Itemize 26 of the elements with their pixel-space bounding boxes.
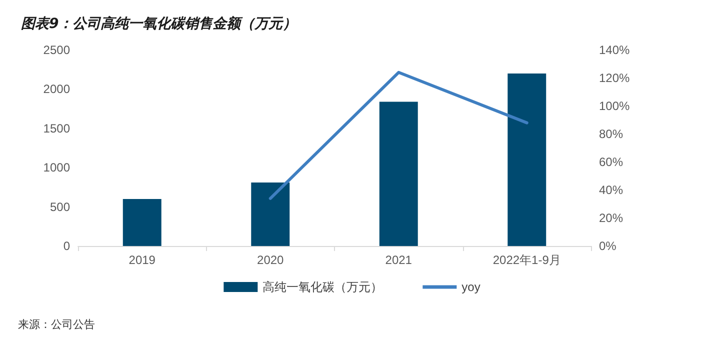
legend-label: 高纯一氧化碳（万元）	[262, 280, 383, 294]
x-tick-label: 2021	[385, 253, 412, 267]
legend-label: yoy	[462, 280, 480, 294]
y-tick-label: 1500	[43, 121, 70, 136]
y2-tick-label: 100%	[599, 99, 630, 113]
bar	[122, 198, 162, 246]
bar	[379, 102, 418, 246]
y2-tick-label: 20%	[599, 211, 624, 225]
y2-tick-label: 40%	[599, 183, 624, 197]
source-note: 来源：公司公告	[18, 318, 95, 331]
x-tick-label: 2022年1-9月	[492, 253, 561, 267]
x-tick-label: 2020	[257, 253, 284, 267]
chart-title: 图表9：公司高纯一氧化碳销售金额（万元）	[21, 15, 297, 32]
y-tick-label: 2500	[43, 43, 70, 57]
bar	[508, 74, 546, 246]
y-tick-label: 2000	[43, 82, 70, 96]
y-tick-label: 0	[63, 239, 70, 253]
y2-tick-label: 120%	[599, 71, 630, 85]
bar	[251, 182, 290, 246]
y2-tick-label: 80%	[599, 127, 624, 141]
y2-tick-label: 140%	[599, 43, 630, 57]
y-tick-label: 1000	[43, 160, 70, 175]
x-tick-label: 2019	[128, 253, 156, 267]
y2-tick-label: 60%	[599, 155, 624, 169]
y-tick-label: 500	[50, 200, 70, 214]
y2-tick-label: 0%	[599, 239, 617, 253]
